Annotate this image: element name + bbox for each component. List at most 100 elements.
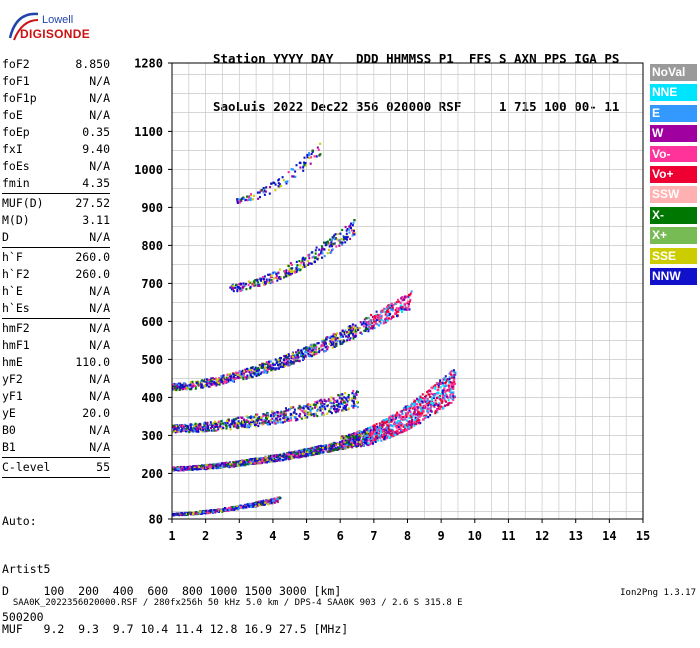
echo-point	[189, 426, 192, 429]
echo-point	[242, 460, 245, 463]
echo-point	[409, 406, 412, 409]
echo-point	[247, 280, 250, 283]
y-tick-label: 900	[141, 201, 163, 215]
echo-point	[243, 370, 246, 373]
echo-point	[357, 438, 360, 441]
echo-point	[432, 385, 435, 388]
echo-point	[187, 426, 190, 429]
param-label: MUF(D)	[2, 196, 44, 210]
echo-point	[332, 397, 335, 400]
echo-point	[309, 447, 312, 450]
echo-point	[341, 403, 344, 406]
param-value: N/A	[89, 423, 110, 437]
echo-point	[323, 406, 326, 409]
echo-point	[392, 417, 395, 420]
echo-point	[329, 340, 332, 343]
echo-point	[244, 505, 247, 509]
logo-swoosh-icon	[8, 12, 39, 41]
echo-point	[334, 408, 337, 411]
echo-point	[192, 465, 195, 468]
echo-point	[344, 241, 347, 244]
echo-point	[439, 382, 442, 385]
echo-point	[201, 467, 204, 470]
echo-point	[230, 288, 233, 291]
legend-item-vo: Vo-	[650, 145, 697, 163]
echo-point	[232, 375, 235, 379]
echo-point	[355, 392, 357, 395]
echo-point	[395, 426, 398, 429]
echo-point	[237, 422, 240, 425]
echo-point	[380, 318, 383, 321]
echo-point	[430, 396, 433, 399]
echo-point	[303, 454, 306, 457]
echo-point	[371, 325, 374, 328]
echo-point	[266, 421, 269, 424]
echo-point	[198, 384, 201, 387]
echo-point	[334, 448, 337, 451]
echo-point	[400, 431, 403, 434]
echo-point	[239, 461, 242, 464]
echo-point	[352, 400, 355, 403]
echo-point	[172, 467, 175, 470]
echo-point	[404, 308, 407, 311]
echo-point	[334, 446, 337, 450]
echo-point	[260, 366, 263, 370]
echo-point	[261, 276, 264, 279]
echo-point	[234, 424, 237, 427]
echo-point	[320, 448, 323, 451]
echo-point	[208, 509, 211, 513]
echo-point	[295, 412, 298, 416]
echo-point	[323, 241, 325, 244]
echo-point	[452, 369, 455, 372]
echo-point	[360, 440, 363, 443]
echo-point	[417, 406, 420, 409]
echo-point	[391, 306, 394, 309]
echo-point	[272, 367, 275, 370]
echo-point	[408, 302, 410, 305]
echo-point	[372, 317, 375, 320]
echo-point	[256, 419, 259, 422]
echo-point	[189, 383, 192, 387]
echo-point	[210, 426, 212, 430]
echo-point	[433, 404, 436, 407]
echo-point	[264, 456, 267, 459]
echo-point	[174, 383, 177, 386]
echo-point	[436, 409, 439, 412]
echo-point	[370, 437, 373, 440]
echo-point	[375, 310, 378, 313]
echo-point	[271, 413, 274, 416]
footer-version: Ion2Png 1.3.17	[620, 588, 696, 598]
echo-point	[354, 330, 357, 333]
echo-point	[308, 154, 311, 157]
echo-point	[419, 422, 422, 425]
echo-point	[364, 432, 367, 435]
echo-point	[405, 413, 408, 416]
echo-point	[345, 229, 348, 232]
echo-point	[275, 367, 278, 370]
echo-point	[388, 432, 390, 435]
echo-point	[350, 404, 353, 407]
echo-point	[298, 260, 301, 263]
echo-point	[222, 509, 225, 512]
echo-point	[287, 417, 290, 420]
echo-point	[369, 429, 372, 432]
echo-point	[299, 353, 302, 356]
echo-point	[259, 372, 262, 375]
echo-point	[348, 228, 350, 231]
echo-point	[271, 410, 273, 413]
echo-point	[400, 304, 403, 307]
echo-point	[184, 424, 187, 427]
echo-point	[316, 452, 319, 455]
param-row-b1: B1 N/A	[2, 439, 110, 456]
echo-point	[200, 383, 203, 386]
echo-point	[230, 508, 233, 511]
echo-point	[309, 162, 312, 165]
echo-point	[228, 461, 231, 464]
echo-point	[206, 510, 209, 514]
echo-point	[277, 415, 280, 418]
echo-point	[236, 285, 239, 289]
echo-point	[242, 506, 244, 509]
echo-point	[240, 370, 243, 373]
echo-point	[224, 422, 227, 425]
echo-point	[317, 446, 319, 449]
